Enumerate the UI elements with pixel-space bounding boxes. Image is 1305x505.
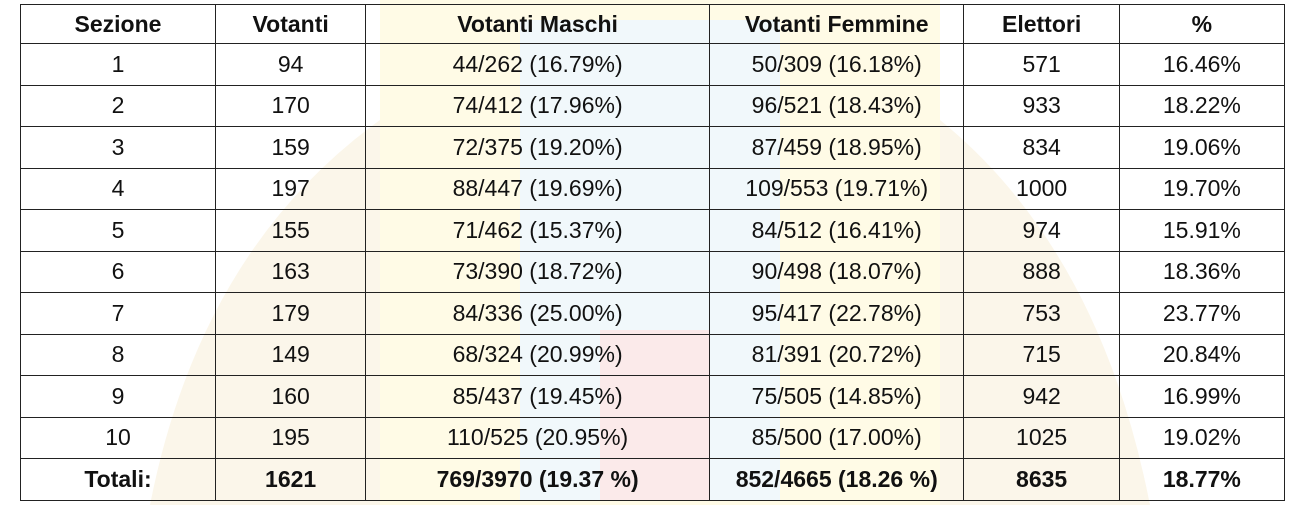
cell: 170 (214, 84, 367, 127)
cell: 74/412 (17.96%) (365, 84, 710, 127)
cell: 2 (20, 84, 216, 127)
cell: 160 (214, 375, 367, 418)
cell: 1 (20, 43, 216, 86)
cell: 96/521 (18.43%) (708, 84, 965, 127)
cell: 852/4665 (18.26 %) (708, 458, 965, 501)
cell: 1025 (963, 416, 1120, 459)
cell: 88/447 (19.69%) (365, 167, 710, 210)
cell: 18.36% (1118, 250, 1286, 293)
cell: 163 (214, 250, 367, 293)
cell: 110/525 (20.95%) (365, 416, 710, 459)
cell: 195 (214, 416, 367, 459)
header-cell: Elettori (963, 4, 1120, 44)
cell: 1000 (963, 167, 1120, 210)
cell: 85/437 (19.45%) (365, 375, 710, 418)
cell: 4 (20, 167, 216, 210)
cell: 71/462 (15.37%) (365, 209, 710, 252)
row: 1 94 44/262 (16.79%) 50/309 (16.18%) 571 16.4… (20, 43, 1286, 86)
cell: 942 (963, 375, 1120, 418)
cell: 715 (963, 333, 1120, 376)
header-cell: Sezione (20, 4, 216, 44)
cell: 19.70% (1118, 167, 1286, 210)
cell: 3 (20, 126, 216, 169)
cell: 769/3970 (19.37 %) (365, 458, 710, 501)
cell: 5 (20, 209, 216, 252)
cell: 19.06% (1118, 126, 1286, 169)
header-row: Sezione Votanti Votanti Maschi Votanti Femm… (20, 4, 1286, 44)
cell: 18.22% (1118, 84, 1286, 127)
totals-row: Totali: 1621 769/3970 (19.37 %) 852/4665 (1… (20, 458, 1286, 501)
cell: 18.77% (1118, 458, 1286, 501)
cell: 16.99% (1118, 375, 1286, 418)
cell: 81/391 (20.72%) (708, 333, 965, 376)
cell: 179 (214, 292, 367, 335)
cell: 1621 (214, 458, 367, 501)
row: 9 160 85/437 (19.45%) 75/505 (14.85%) 942 16.… (20, 375, 1286, 418)
cell: 15.91% (1118, 209, 1286, 252)
cell: Totali: (20, 458, 216, 501)
cell: 834 (963, 126, 1120, 169)
cell: 16.46% (1118, 43, 1286, 86)
row: 6 163 73/390 (18.72%) 90/498 (18.07%) 888 18.… (20, 250, 1286, 293)
cell: 8635 (963, 458, 1120, 501)
cell: 23.77% (1118, 292, 1286, 335)
cell: 159 (214, 126, 367, 169)
cell: 84/336 (25.00%) (365, 292, 710, 335)
cell: 10 (20, 416, 216, 459)
cell: 72/375 (19.20%) (365, 126, 710, 169)
cell: 50/309 (16.18%) (708, 43, 965, 86)
header-cell: Votanti Femmine (708, 4, 965, 44)
cell: 149 (214, 333, 367, 376)
table-body: 1 94 44/262 (16.79%) 50/309 (16.18%) 571 16.4… (20, 43, 1286, 501)
cell: 9 (20, 375, 216, 418)
cell: 84/512 (16.41%) (708, 209, 965, 252)
row: 5 155 71/462 (15.37%) 84/512 (16.41%) 974 15.… (20, 209, 1286, 252)
row: 8 149 68/324 (20.99%) 81/391 (20.72%) 715 20.… (20, 333, 1286, 376)
cell: 90/498 (18.07%) (708, 250, 965, 293)
cell: 94 (214, 43, 367, 86)
cell: 85/500 (17.00%) (708, 416, 965, 459)
cell: 571 (963, 43, 1120, 86)
cell: 7 (20, 292, 216, 335)
cell: 87/459 (18.95%) (708, 126, 965, 169)
cell: 197 (214, 167, 367, 210)
cell: 109/553 (19.71%) (708, 167, 965, 210)
cell: 68/324 (20.99%) (365, 333, 710, 376)
results-table: Sezione Votanti Votanti Maschi Votanti Femm… (20, 4, 1286, 501)
row: 3 159 72/375 (19.20%) 87/459 (18.95%) 834 19.… (20, 126, 1286, 169)
cell: 20.84% (1118, 333, 1286, 376)
header-cell: Votanti (214, 4, 367, 44)
cell: 73/390 (18.72%) (365, 250, 710, 293)
row: 10 195 110/525 (20.95%) 85/500 (17.00%) 1025… (20, 416, 1286, 459)
row: 2 170 74/412 (17.96%) 96/521 (18.43%) 933 18.… (20, 84, 1286, 127)
cell: 44/262 (16.79%) (365, 43, 710, 86)
row: 7 179 84/336 (25.00%) 95/417 (22.78%) 753 23.… (20, 292, 1286, 335)
cell: 888 (963, 250, 1120, 293)
cell: 19.02% (1118, 416, 1286, 459)
row: 4 197 88/447 (19.69%) 109/553 (19.71%) 1000 1… (20, 167, 1286, 210)
cell: 95/417 (22.78%) (708, 292, 965, 335)
cell: 6 (20, 250, 216, 293)
header-cell: % (1118, 4, 1286, 44)
cell: 753 (963, 292, 1120, 335)
cell: 974 (963, 209, 1120, 252)
cell: 933 (963, 84, 1120, 127)
cell: 75/505 (14.85%) (708, 375, 965, 418)
cell: 155 (214, 209, 367, 252)
header-cell: Votanti Maschi (365, 4, 710, 44)
cell: 8 (20, 333, 216, 376)
